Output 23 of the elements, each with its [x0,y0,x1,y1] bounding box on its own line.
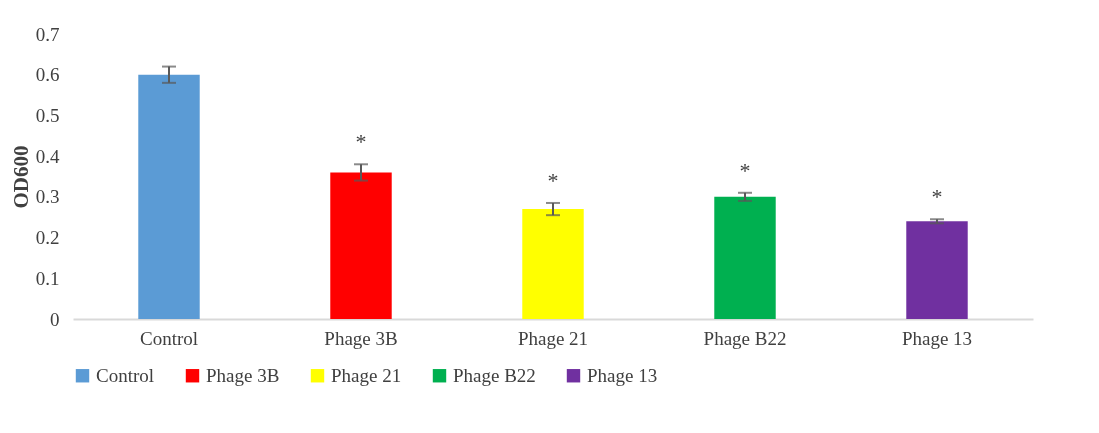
y-tick-label: 0.1 [35,267,60,289]
x-tick-label: Phage 3B [324,327,398,349]
x-tick-label: Phage 21 [517,327,589,349]
legend-label: Phage 3B [206,364,280,386]
y-tick-label: 0.2 [35,227,60,249]
y-tick-label: 0.5 [35,104,60,126]
legend-label: Control [96,364,155,386]
y-tick-label: 0.4 [35,145,60,167]
y-tick-label: 0.7 [35,23,60,45]
y-tick-label: 0.6 [35,64,60,86]
annotation: * [547,167,559,193]
annotation: * [931,184,943,210]
x-tick-label: Control [139,327,199,349]
y-tick-label: 0 [50,308,60,330]
legend-label: Phage 13 [587,364,658,386]
legend-label: Phage B22 [453,364,536,386]
legend-label: Phage 21 [331,364,402,386]
annotation: * [739,157,751,183]
y-tick-label: 0.3 [35,186,60,208]
x-tick-label: Phage 13 [901,327,973,349]
annotation: * [355,129,367,155]
x-tick-label: Phage B22 [703,327,787,349]
y-axis-title: OD600 [8,145,33,209]
